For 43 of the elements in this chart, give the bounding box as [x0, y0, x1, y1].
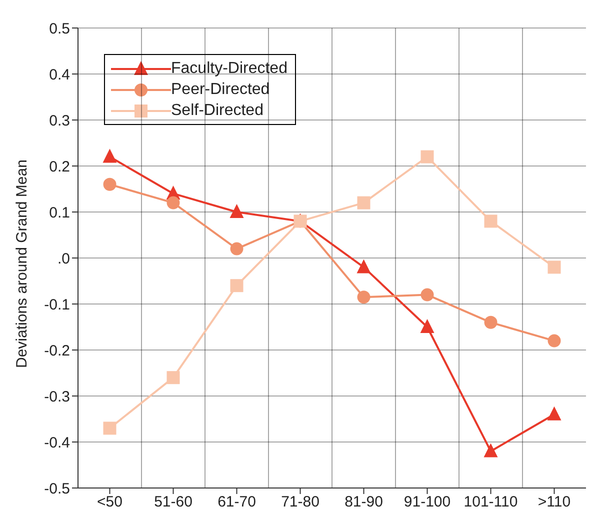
point [420, 319, 434, 333]
y-tick-label: 0.2 [49, 158, 70, 176]
point [230, 242, 244, 256]
point [230, 279, 244, 292]
point [102, 148, 117, 163]
y-tick-label: -0.1 [44, 296, 70, 314]
y-tick-label: .0 [57, 250, 70, 268]
y-tick-label: 0.1 [49, 204, 70, 222]
point [356, 259, 371, 274]
x-tick-label: 71-80 [281, 494, 320, 511]
point [230, 204, 244, 218]
legend-label: Faculty-Directed [171, 60, 288, 78]
y-tick-label: 0.3 [49, 112, 70, 130]
point [103, 422, 116, 435]
y-axis-title: Deviations around Grand Mean [13, 160, 30, 368]
y-tick-label: 0.4 [49, 66, 70, 84]
y-tick-label: 0.5 [49, 20, 70, 38]
legend-label: Peer-Directed [171, 80, 270, 98]
legend-label: Self-Directed [171, 102, 264, 120]
point [103, 178, 116, 191]
point [547, 406, 562, 420]
point [357, 196, 370, 210]
point [357, 290, 370, 304]
x-tick-label: 61-70 [218, 494, 256, 511]
x-tick-label: 101-110 [464, 494, 518, 511]
point [548, 334, 561, 348]
y-tick-label: -0.2 [44, 342, 70, 360]
x-tick-label: 51-60 [154, 494, 192, 511]
point [484, 443, 498, 458]
point [166, 196, 180, 210]
point [166, 371, 180, 384]
point [548, 260, 561, 274]
x-tick-label: <50 [97, 494, 122, 511]
y-tick-label: -0.5 [44, 480, 70, 498]
y-tick-label: -0.4 [44, 434, 70, 452]
point [420, 150, 434, 164]
x-tick-label: 81-90 [344, 494, 383, 511]
x-tick-label: 91-100 [404, 494, 451, 511]
x-tick-label: >110 [538, 494, 571, 511]
point [484, 214, 498, 228]
point [484, 316, 498, 329]
point [420, 288, 434, 302]
y-tick-label: -0.3 [44, 388, 70, 406]
